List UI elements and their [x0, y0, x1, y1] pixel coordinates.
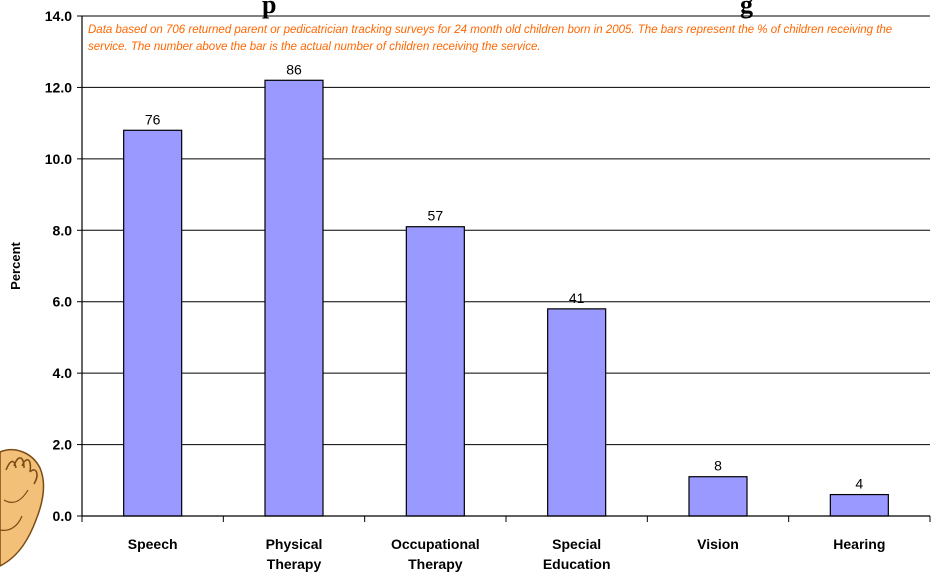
y-tick-label: 12.0 — [45, 79, 72, 95]
y-tick-label: 8.0 — [53, 222, 73, 238]
x-category-label: Special — [552, 536, 601, 552]
chart-title-group: p g — [262, 0, 753, 19]
chart-annotation: Data based on 706 returned parent or ped… — [88, 24, 893, 53]
x-category-label: Education — [543, 556, 611, 572]
y-axis-ticks: 0.0 2.0 4.0 6.0 8.0 10.0 12.0 14.0 — [45, 8, 82, 524]
bar — [688, 476, 748, 517]
chart-title-fragment-1: p — [262, 0, 276, 19]
data-label: 41 — [569, 290, 585, 306]
data-labels: 76 86 57 41 8 4 — [145, 61, 864, 491]
x-category-label: Vision — [697, 536, 739, 552]
bar — [547, 308, 607, 517]
x-axis-labels: Speech Physical Therapy Occupational Therapy… — [128, 536, 886, 572]
gridlines — [82, 15, 930, 446]
y-tick-label: 4.0 — [53, 365, 73, 381]
bars — [123, 79, 889, 517]
data-label: 4 — [855, 476, 863, 492]
x-category-label: Occupational — [391, 536, 480, 552]
bar — [829, 493, 889, 517]
chart-title-fragment-2: g — [740, 0, 753, 19]
data-label: 57 — [428, 208, 444, 224]
bar — [264, 79, 324, 517]
cartoon-mascot-image — [0, 448, 45, 567]
x-category-label: Hearing — [833, 536, 885, 552]
x-category-label: Therapy — [408, 556, 463, 572]
y-axis-title: Percent — [8, 241, 23, 289]
data-label: 76 — [145, 111, 161, 127]
y-tick-label: 0.0 — [53, 508, 73, 524]
y-tick-label: 6.0 — [53, 294, 73, 310]
x-category-label: Physical — [266, 536, 323, 552]
x-category-label: Speech — [128, 536, 178, 552]
y-tick-label: 14.0 — [45, 8, 72, 24]
y-tick-label: 10.0 — [45, 151, 72, 167]
data-label: 86 — [286, 61, 302, 77]
data-label: 8 — [714, 458, 722, 474]
axes — [81, 16, 931, 522]
bar — [405, 226, 465, 517]
x-category-label: Therapy — [267, 556, 322, 572]
bar — [123, 129, 183, 517]
y-tick-label: 2.0 — [53, 437, 73, 453]
